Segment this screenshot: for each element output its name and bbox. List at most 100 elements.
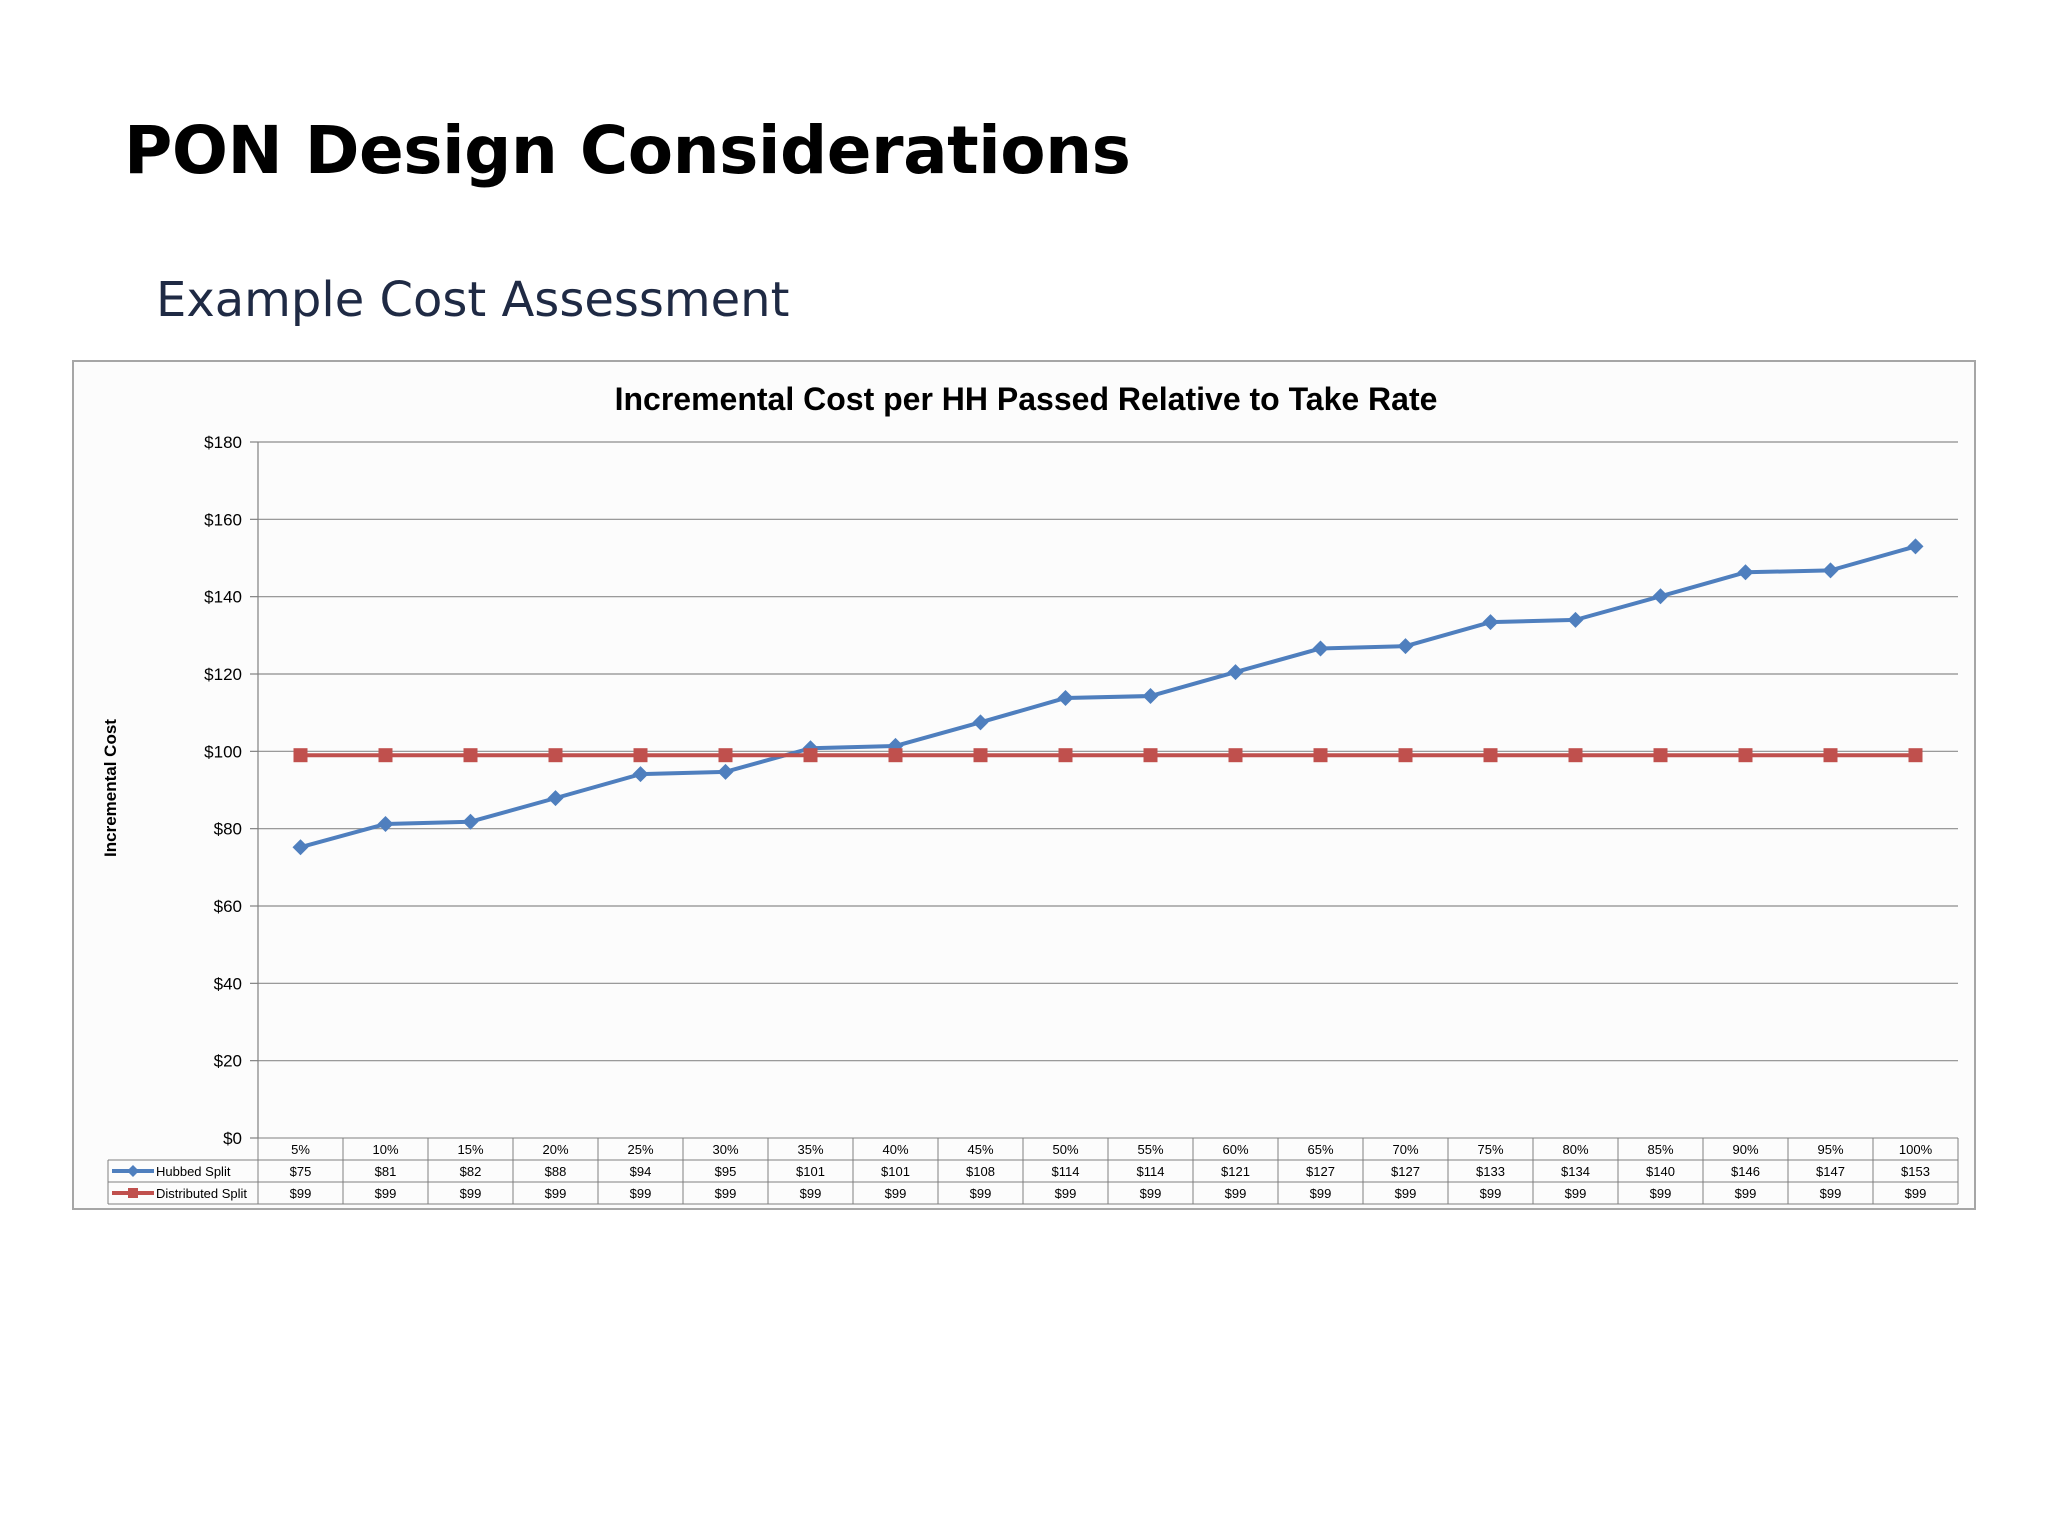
distributed-split-point	[1908, 748, 1923, 763]
y-axis-label: Incremental Cost	[101, 719, 120, 857]
x-tick-label: 80%	[1562, 1142, 1588, 1157]
data-label: $99	[1395, 1186, 1417, 1201]
data-label: $99	[545, 1186, 567, 1201]
data-label: $127	[1306, 1164, 1335, 1179]
y-tick-label: $140	[204, 588, 242, 607]
distributed-split-point	[1483, 748, 1498, 763]
distributed-split-point	[718, 748, 733, 763]
distributed-split-point	[1823, 748, 1838, 763]
data-label: $146	[1731, 1164, 1760, 1179]
hubbed-split-point	[1397, 638, 1414, 655]
data-label: $99	[375, 1186, 397, 1201]
y-tick-label: $160	[204, 510, 242, 529]
hubbed-split-point	[717, 763, 734, 780]
distributed-split-point	[1143, 748, 1158, 763]
y-tick-label: $100	[204, 742, 242, 761]
data-table: 5% 10% 15% 20% 25% 30% 35% 40% 45% 50% 55% 60% 65% 70…	[107, 1137, 1959, 1205]
hubbed-split-point	[1567, 611, 1584, 628]
distributed-split-point	[973, 748, 988, 763]
data-label: $101	[881, 1164, 910, 1179]
x-tick-label: 70%	[1392, 1142, 1418, 1157]
hubbed-split-point	[547, 790, 564, 807]
data-label: $94	[630, 1164, 652, 1179]
hubbed-split-point	[292, 839, 309, 856]
hubbed-split-point	[377, 816, 394, 833]
series-name: Hubbed Split	[156, 1164, 231, 1179]
data-label: $114	[1052, 1164, 1080, 1179]
x-tick-label: 50%	[1052, 1142, 1078, 1157]
hubbed-split-point	[1227, 664, 1244, 681]
y-tick-label: $40	[214, 974, 242, 993]
y-tick-label: $80	[214, 820, 242, 839]
series-name: Distributed Split	[156, 1186, 247, 1201]
chart-frame: Incremental Cost per HH Passed Relative …	[72, 360, 1976, 1210]
distributed-split-point	[1398, 748, 1413, 763]
legend-marker-distributed	[128, 1188, 138, 1198]
data-label: $147	[1816, 1164, 1845, 1179]
data-label: $99	[630, 1186, 652, 1201]
hubbed-split-point	[1652, 588, 1669, 605]
x-tick-label: 95%	[1817, 1142, 1843, 1157]
hubbed-split-point	[1057, 689, 1074, 706]
data-label: $99	[800, 1186, 822, 1201]
distributed-split-point	[1568, 748, 1583, 763]
data-label: $99	[290, 1186, 312, 1201]
x-tick-label: 65%	[1307, 1142, 1333, 1157]
data-label: $114	[1137, 1164, 1165, 1179]
y-tick-label: $0	[223, 1129, 242, 1148]
x-tick-label: 10%	[372, 1142, 398, 1157]
x-tick-label: 30%	[712, 1142, 738, 1157]
distributed-split-point	[378, 748, 393, 763]
hubbed-split-point	[1822, 562, 1839, 579]
hubbed-split-point	[1142, 688, 1159, 705]
distributed-split-point	[803, 748, 818, 763]
hubbed-split-point	[1907, 538, 1924, 555]
y-tick-label: $120	[204, 665, 242, 684]
data-label: $99	[1565, 1186, 1587, 1201]
data-label: $140	[1646, 1164, 1675, 1179]
data-label: $99	[885, 1186, 907, 1201]
x-tick-label: 20%	[542, 1142, 568, 1157]
distributed-split-point	[548, 748, 563, 763]
x-tick-label: 60%	[1222, 1142, 1248, 1157]
data-label: $75	[290, 1164, 312, 1179]
data-label: $108	[966, 1164, 995, 1179]
distributed-split-point	[1228, 748, 1243, 763]
distributed-split-point	[1738, 748, 1753, 763]
x-tick-label: 15%	[457, 1142, 483, 1157]
data-label: $153	[1901, 1164, 1930, 1179]
x-tick-label: 25%	[627, 1142, 653, 1157]
data-label: $99	[970, 1186, 992, 1201]
distributed-split-point	[1653, 748, 1668, 763]
data-label: $99	[1820, 1186, 1842, 1201]
series-lines	[292, 538, 1924, 856]
hubbed-split-point	[972, 714, 989, 731]
hubbed-split-point	[1312, 640, 1329, 657]
x-tick-label: 90%	[1732, 1142, 1758, 1157]
chart-title: Incremental Cost per HH Passed Relative …	[615, 381, 1438, 417]
x-tick-label: 75%	[1477, 1142, 1503, 1157]
hubbed-split-point	[462, 813, 479, 830]
y-axis: $0 $20 $40 $60 $80 $100 $120 $140 $160 $180	[204, 433, 259, 1148]
x-tick-label: 100%	[1899, 1142, 1933, 1157]
data-label: $127	[1391, 1164, 1420, 1179]
data-label: $99	[1650, 1186, 1672, 1201]
hubbed-split-line	[299, 544, 1917, 850]
hubbed-split-point	[1737, 564, 1754, 581]
data-label: $99	[1310, 1186, 1332, 1201]
data-label: $99	[1735, 1186, 1757, 1201]
data-label: $99	[1055, 1186, 1077, 1201]
hubbed-split-point	[632, 766, 649, 783]
data-label: $99	[1225, 1186, 1247, 1201]
data-label: $134	[1561, 1164, 1590, 1179]
x-tick-label: 55%	[1137, 1142, 1163, 1157]
x-tick-label: 45%	[967, 1142, 993, 1157]
distributed-split-point	[293, 748, 308, 763]
slide-subtitle: Example Cost Assessment	[156, 272, 790, 328]
x-tick-label: 35%	[797, 1142, 823, 1157]
hubbed-split-point	[887, 737, 904, 754]
y-tick-label: $60	[214, 897, 242, 916]
data-label: $133	[1476, 1164, 1505, 1179]
data-label: $99	[1480, 1186, 1502, 1201]
data-label: $121	[1221, 1164, 1250, 1179]
